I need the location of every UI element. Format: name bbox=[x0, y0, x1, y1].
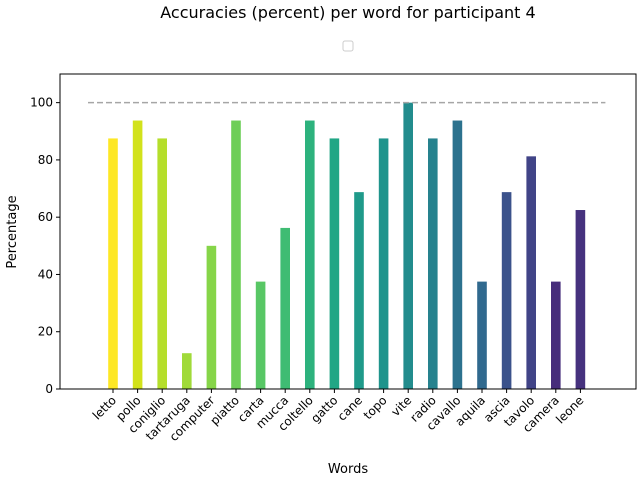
y-tick-label: 100 bbox=[30, 96, 53, 110]
bar-gatto bbox=[329, 138, 340, 389]
bars bbox=[108, 102, 586, 390]
bar-leone bbox=[575, 210, 586, 389]
y-tick-label: 60 bbox=[38, 210, 53, 224]
chart-title: Accuracies (percent) per word for partic… bbox=[160, 3, 535, 22]
plot-frame bbox=[59, 73, 637, 390]
x-tick-label: leone bbox=[553, 393, 586, 426]
bar-cane bbox=[354, 192, 364, 390]
bar-aquila bbox=[477, 281, 487, 389]
y-tick-label: 20 bbox=[38, 325, 53, 339]
bar-vite bbox=[403, 102, 413, 389]
legend bbox=[342, 40, 354, 52]
bar-pollo bbox=[132, 120, 143, 389]
bar-ascia bbox=[501, 192, 512, 390]
y-tick-label: 80 bbox=[38, 153, 53, 167]
x-tick-label: letto bbox=[90, 393, 119, 422]
legend-box bbox=[342, 40, 354, 52]
bar-cavallo bbox=[452, 120, 463, 389]
x-tick-label: gatto bbox=[308, 393, 340, 425]
bar-coniglio bbox=[157, 138, 167, 389]
y-tick-label: 0 bbox=[45, 382, 53, 396]
x-axis: lettopolloconigliotartarugacomputerpiatt… bbox=[90, 389, 587, 444]
bar-piatto bbox=[231, 120, 241, 389]
bar-radio bbox=[428, 138, 438, 389]
bar-computer bbox=[206, 245, 217, 389]
bar-coltello bbox=[305, 120, 315, 389]
bar-letto bbox=[108, 138, 118, 389]
y-axis-label: Percentage bbox=[5, 195, 20, 268]
bar-camera bbox=[551, 281, 561, 389]
x-axis-label: Words bbox=[328, 462, 368, 477]
y-tick-label: 40 bbox=[38, 267, 53, 281]
bar-tavolo bbox=[526, 156, 536, 389]
bar-topo bbox=[378, 138, 389, 389]
bar-tartaruga bbox=[182, 353, 192, 389]
x-tick-label: topo bbox=[361, 393, 390, 422]
bar-mucca bbox=[280, 227, 290, 389]
bar-carta bbox=[255, 281, 266, 389]
x-tick-label: cane bbox=[335, 393, 365, 423]
y-axis: 0 20 40 60 80 100 bbox=[30, 96, 60, 396]
